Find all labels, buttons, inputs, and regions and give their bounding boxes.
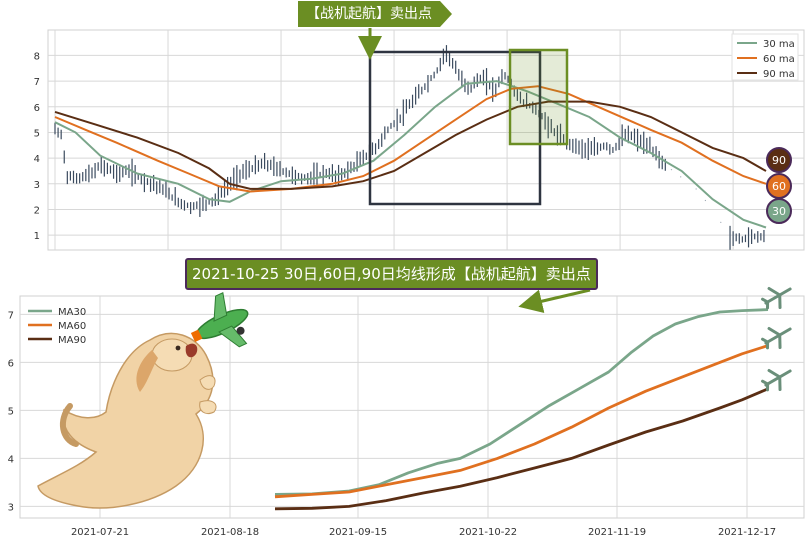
dog-mouth (185, 343, 198, 358)
top-legend: 30 ma 60 ma 90 ma (731, 33, 799, 81)
price-dot (695, 188, 697, 190)
plane-shape-2 (761, 326, 792, 350)
badge-circle-90 (766, 147, 792, 173)
plane-shape-3 (761, 368, 792, 392)
top-panel: 1 2 3 4 5 6 7 8 30 ma 60 ma 90 ma 90 60 30 (34, 28, 805, 251)
badge-circle-30 (766, 198, 792, 224)
dog-head (151, 338, 193, 372)
bottom-y-tick-label: 3 (8, 502, 14, 513)
bottom-y-tick-label: 5 (8, 406, 14, 417)
top-y-tick-label: 7 (34, 77, 40, 88)
top-y-tick-label: 2 (34, 205, 40, 216)
toy-plane-wing-top (213, 291, 228, 322)
bottom-x-axis: 2021-07-21 2021-08-18 2021-09-15 2021-10-22… (71, 527, 776, 538)
top-callout: 【战机起航】卖出点 (298, 1, 452, 27)
toy-plane-nose (190, 329, 203, 343)
legend-label-ma90: 90 ma (763, 69, 795, 80)
legend-label-ma60: 60 ma (763, 54, 795, 65)
airplane-icon (761, 326, 792, 350)
price-dot (720, 221, 722, 223)
top-ma-lines (54, 80, 767, 229)
bottom-x-tick-label: 2021-12-17 (718, 527, 776, 538)
top-y-tick-label: 4 (34, 154, 40, 165)
end-badge-90: 90 (766, 147, 792, 173)
toy-plane-wheel (236, 326, 245, 335)
dog-paw-lower (199, 400, 217, 415)
highlight-box-dark (368, 50, 542, 206)
legend-label-MA90: MA90 (58, 335, 86, 346)
bottom-y-tick-label: 4 (8, 454, 14, 465)
price-dot (670, 169, 673, 171)
legend-label-ma30: 30 ma (763, 39, 795, 50)
price-dot (704, 199, 706, 202)
top-y-tick-label: 3 (34, 180, 40, 191)
bottom-ma-lines (274, 308, 769, 511)
bottom-x-tick-label: 2021-08-18 (201, 527, 259, 538)
bottom-x-tick-label: 2021-07-21 (71, 527, 129, 538)
bottom-x-tick-label: 2021-11-19 (588, 527, 646, 538)
top-line-60-ma (54, 85, 767, 193)
badge-label-30: 30 (772, 205, 786, 218)
top-grid (48, 30, 804, 250)
end-badge-60: 60 (766, 173, 792, 199)
dog-illustration (37, 332, 217, 509)
legend-label-MA30: MA30 (58, 307, 86, 318)
bottom-line-MA90 (274, 387, 769, 511)
middle-callout-arrow (518, 288, 591, 313)
middle-callout: 2021-10-25 30日,60日,90日均线形成【战机起航】卖出点 (185, 258, 598, 290)
top-line-90-ma (54, 100, 767, 190)
airplane-icon (761, 368, 792, 392)
dog-ear (136, 350, 158, 392)
price-dot (680, 176, 682, 178)
bottom-x-tick-label: 2021-10-22 (459, 527, 517, 538)
bottom-y-tick-label: 7 (8, 310, 14, 321)
top-y-tick-label: 6 (34, 103, 40, 114)
highlight-box-green (508, 48, 569, 146)
airplane-icon (761, 286, 792, 310)
top-y-tick-label: 8 (34, 51, 40, 62)
bottom-legend: MA30 MA60 MA90 (28, 307, 86, 346)
bottom-line-MA30 (274, 308, 769, 496)
plane-shape-1 (761, 286, 792, 310)
bottom-line-MA60 (274, 344, 769, 499)
dog-paw-upper (199, 375, 216, 390)
badge-label-60: 60 (772, 180, 786, 193)
dog-tail (59, 403, 79, 447)
bottom-y-tick-label: 6 (8, 358, 14, 369)
top-line-30-ma (54, 80, 767, 229)
top-y-tick-label: 1 (34, 231, 40, 242)
toy-plane-wing-bottom (218, 325, 248, 348)
airplane-icon (190, 291, 249, 348)
bottom-y-axis: 3 4 5 6 7 (8, 310, 14, 513)
top-y-axis: 1 2 3 4 5 6 7 8 (34, 51, 40, 242)
legend-label-MA60: MA60 (58, 321, 86, 332)
end-badge-30: 30 (766, 198, 792, 224)
dog-body (37, 332, 214, 509)
top-y-tick-label: 5 (34, 128, 40, 139)
bottom-x-tick-label: 2021-09-15 (329, 527, 387, 538)
badge-label-90: 90 (772, 154, 786, 167)
dog-eye (175, 345, 181, 351)
